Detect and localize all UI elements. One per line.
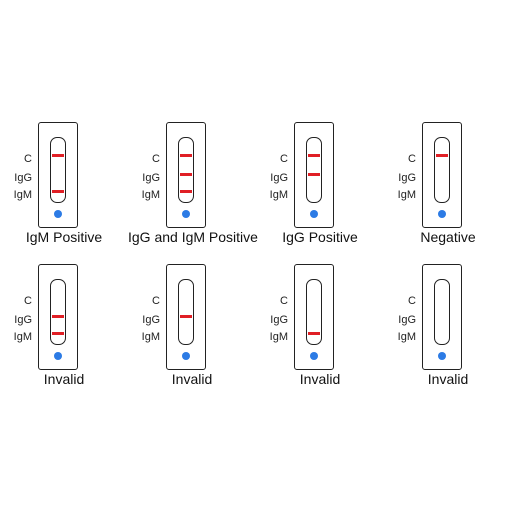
line-label-igm: IgM	[141, 189, 160, 201]
line-label-igg: IgG	[142, 314, 160, 326]
result-window	[306, 137, 322, 203]
line-label-c: C	[152, 153, 160, 165]
test-cassette	[422, 264, 462, 370]
line-label-igm: IgM	[13, 189, 32, 201]
test-cell: C IgG IgM Invalid	[256, 264, 384, 414]
test-cassette	[294, 122, 334, 228]
result-label: Invalid	[171, 371, 213, 387]
band-igg	[180, 315, 192, 318]
line-label-igg: IgG	[398, 172, 416, 184]
band-igg	[52, 315, 64, 318]
band-c	[308, 154, 320, 157]
test-cell: C IgG IgM Negative	[384, 122, 512, 272]
sample-well-dot	[54, 352, 62, 360]
test-cassette	[294, 264, 334, 370]
line-label-igm: IgM	[397, 331, 416, 343]
test-cell: C IgG IgM Invalid	[0, 264, 128, 414]
test-cell: C IgG IgM Invalid	[128, 264, 256, 414]
result-label: Invalid	[299, 371, 341, 387]
line-label-igg: IgG	[270, 314, 288, 326]
sample-well-dot	[182, 210, 190, 218]
line-label-igg: IgG	[270, 172, 288, 184]
band-c	[52, 154, 64, 157]
line-label-c: C	[280, 295, 288, 307]
band-igg	[308, 173, 320, 176]
band-igg	[180, 173, 192, 176]
result-label: IgM Positive	[25, 229, 103, 245]
result-label: Invalid	[43, 371, 85, 387]
line-label-c: C	[24, 153, 32, 165]
result-label: IgG and IgM Positive	[128, 229, 258, 245]
line-label-c: C	[280, 153, 288, 165]
test-cassette	[166, 264, 206, 370]
result-label: Invalid	[427, 371, 469, 387]
band-igm	[52, 190, 64, 193]
test-cell: C IgG IgM IgG and IgM Positive	[128, 122, 258, 272]
line-label-c: C	[152, 295, 160, 307]
sample-well-dot	[182, 352, 190, 360]
line-label-igg: IgG	[14, 172, 32, 184]
result-label: Negative	[420, 229, 476, 245]
band-igm	[180, 190, 192, 193]
band-c	[436, 154, 448, 157]
line-label-c: C	[408, 153, 416, 165]
sample-well-dot	[310, 352, 318, 360]
result-window	[434, 137, 450, 203]
sample-well-dot	[310, 210, 318, 218]
result-window	[178, 279, 194, 345]
result-window	[50, 279, 66, 345]
result-window	[306, 279, 322, 345]
test-cell: C IgG IgM IgG Positive	[256, 122, 384, 272]
line-label-c: C	[408, 295, 416, 307]
result-window	[434, 279, 450, 345]
test-cassette	[422, 122, 462, 228]
test-cell: C IgG IgM Invalid	[384, 264, 512, 414]
line-label-igm: IgM	[269, 331, 288, 343]
line-label-igm: IgM	[269, 189, 288, 201]
band-igm	[308, 332, 320, 335]
line-label-igm: IgM	[141, 331, 160, 343]
band-igm	[52, 332, 64, 335]
line-label-igg: IgG	[142, 172, 160, 184]
sample-well-dot	[438, 210, 446, 218]
line-label-c: C	[24, 295, 32, 307]
result-label: IgG Positive	[282, 229, 358, 245]
line-label-igm: IgM	[397, 189, 416, 201]
line-label-igg: IgG	[14, 314, 32, 326]
test-cassette	[38, 122, 78, 228]
sample-well-dot	[54, 210, 62, 218]
result-window	[178, 137, 194, 203]
result-window	[50, 137, 66, 203]
band-c	[180, 154, 192, 157]
line-label-igm: IgM	[13, 331, 32, 343]
test-cell: C IgG IgM IgM Positive	[0, 122, 128, 272]
test-cassette	[38, 264, 78, 370]
sample-well-dot	[438, 352, 446, 360]
line-label-igg: IgG	[398, 314, 416, 326]
test-cassette	[166, 122, 206, 228]
